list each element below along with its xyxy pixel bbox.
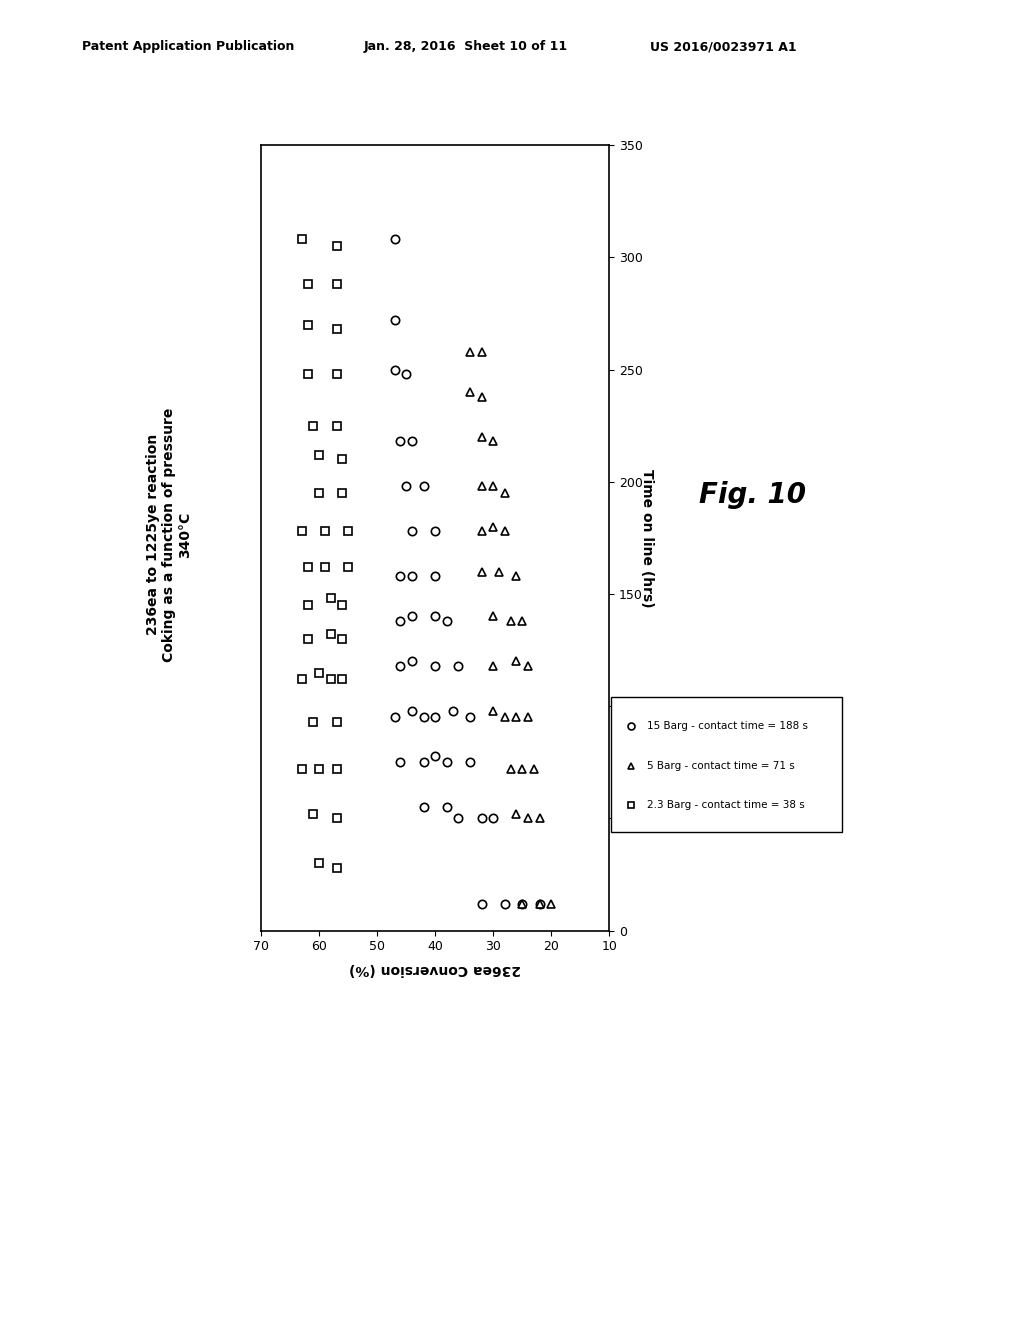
- Text: Jan. 28, 2016  Sheet 10 of 11: Jan. 28, 2016 Sheet 10 of 11: [364, 40, 567, 53]
- Y-axis label: Time on line (hrs): Time on line (hrs): [640, 469, 654, 607]
- Text: Patent Application Publication: Patent Application Publication: [82, 40, 294, 53]
- X-axis label: 236ea Conversion (%): 236ea Conversion (%): [349, 962, 521, 975]
- Text: 236ea to 1225ye reaction
Coking as a function of pressure
340°C: 236ea to 1225ye reaction Coking as a fun…: [145, 408, 193, 661]
- Text: 5 Barg - contact time = 71 s: 5 Barg - contact time = 71 s: [647, 760, 795, 771]
- Text: US 2016/0023971 A1: US 2016/0023971 A1: [650, 40, 797, 53]
- Text: 15 Barg - contact time = 188 s: 15 Barg - contact time = 188 s: [647, 721, 808, 731]
- Text: 2.3 Barg - contact time = 38 s: 2.3 Barg - contact time = 38 s: [647, 800, 805, 810]
- Text: Fig. 10: Fig. 10: [699, 480, 806, 510]
